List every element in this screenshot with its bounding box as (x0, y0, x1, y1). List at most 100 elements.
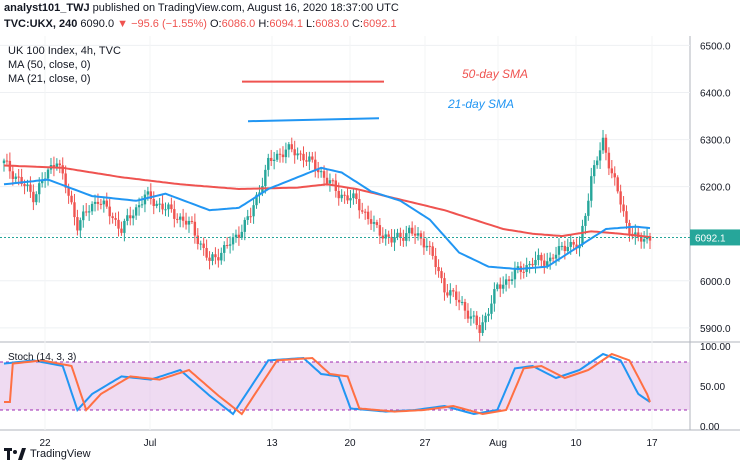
candle-body (452, 290, 455, 292)
high-label: H: (258, 18, 270, 30)
candle (587, 193, 590, 221)
ma21-legend[interactable]: MA (21, close, 0) (8, 73, 91, 85)
candle-body (64, 173, 67, 188)
candle-body (490, 303, 493, 314)
candle-body (76, 217, 79, 231)
candle (249, 207, 252, 223)
indicator-legend: UK 100 Index, 4h, TVC MA (50, close, 0) … (8, 44, 121, 86)
ma50-legend[interactable]: MA (50, close, 0) (8, 59, 91, 71)
candle-body (399, 232, 402, 239)
candle-body (255, 194, 258, 206)
candle (328, 173, 332, 192)
candle-body (120, 228, 123, 233)
candle (531, 257, 534, 268)
candle (305, 152, 308, 166)
candle-body (46, 169, 50, 179)
candle (272, 151, 276, 170)
candle (184, 212, 188, 230)
candle-body (85, 211, 88, 213)
candle (134, 204, 138, 220)
candle-body (431, 246, 434, 256)
candle-body (249, 216, 252, 218)
candle-body (434, 255, 437, 268)
candle-body (23, 184, 26, 187)
candle-body (543, 260, 546, 266)
candle-body (299, 153, 302, 155)
candle-body (190, 220, 194, 222)
candle (534, 251, 537, 274)
candle (290, 137, 293, 153)
candle-body (220, 252, 223, 261)
candle-body (152, 198, 155, 206)
candle-body (478, 325, 481, 333)
candle (202, 237, 205, 256)
author-name[interactable]: analyst101_TWJ (4, 2, 90, 14)
candle (543, 253, 546, 274)
candle-body (108, 206, 111, 217)
candle-body (557, 246, 561, 255)
candle-body (540, 254, 543, 261)
candle (32, 184, 35, 211)
candle (522, 263, 525, 279)
candle (199, 240, 202, 251)
candle (393, 229, 396, 251)
candle (237, 226, 241, 246)
candle-body (129, 215, 132, 219)
symbol-label[interactable]: TVC:UKX, 240 (4, 18, 78, 30)
candle-body (463, 301, 467, 311)
candle-body (622, 204, 625, 212)
candle (73, 193, 76, 226)
candle-body (501, 284, 505, 289)
candle-body (308, 156, 311, 162)
candle-body (349, 198, 352, 201)
candle (507, 275, 511, 289)
candle-body (290, 144, 293, 150)
candle-body (270, 157, 273, 162)
annotation-lines (242, 80, 384, 123)
candle-body (52, 164, 56, 168)
candle (378, 217, 382, 245)
candle-body (293, 149, 296, 156)
candle-body (264, 169, 267, 187)
candle (355, 188, 358, 205)
candle-body (584, 215, 587, 226)
candle-body (17, 176, 20, 178)
candle (455, 284, 458, 307)
footer-brand[interactable]: TradingView (4, 448, 91, 460)
chart-title[interactable]: UK 100 Index, 4h, TVC (8, 45, 121, 57)
candle-body (375, 222, 379, 226)
candle-body (548, 257, 552, 262)
candle (311, 152, 314, 163)
candle (504, 273, 508, 292)
candle (211, 251, 214, 266)
candle (114, 212, 117, 227)
candle-body (38, 183, 41, 195)
candle-body (513, 269, 517, 280)
candle (293, 140, 296, 164)
candle-body (607, 152, 611, 169)
candle-body (35, 194, 38, 203)
candle (413, 225, 417, 244)
candle-body (428, 245, 431, 247)
header-bar: analyst101_TWJ published on TradingView.… (0, 0, 740, 40)
candle-body (413, 233, 417, 236)
candle-body (628, 222, 631, 234)
candle-body (93, 201, 97, 204)
stoch-legend[interactable]: Stoch (14, 3, 3) (8, 352, 77, 363)
candle-body (361, 210, 364, 212)
candle-body (340, 194, 343, 199)
candle-body (460, 301, 464, 303)
candle-body (14, 176, 17, 179)
candle (319, 167, 323, 178)
high-value: 6094.1 (269, 18, 303, 30)
candle (607, 147, 611, 176)
candle-body (358, 199, 361, 211)
candle (475, 311, 478, 330)
candle-body (507, 279, 511, 282)
candle (275, 150, 279, 162)
candle (375, 219, 379, 229)
candle-body (366, 211, 370, 220)
candle-body (369, 219, 373, 224)
candle (52, 156, 56, 177)
